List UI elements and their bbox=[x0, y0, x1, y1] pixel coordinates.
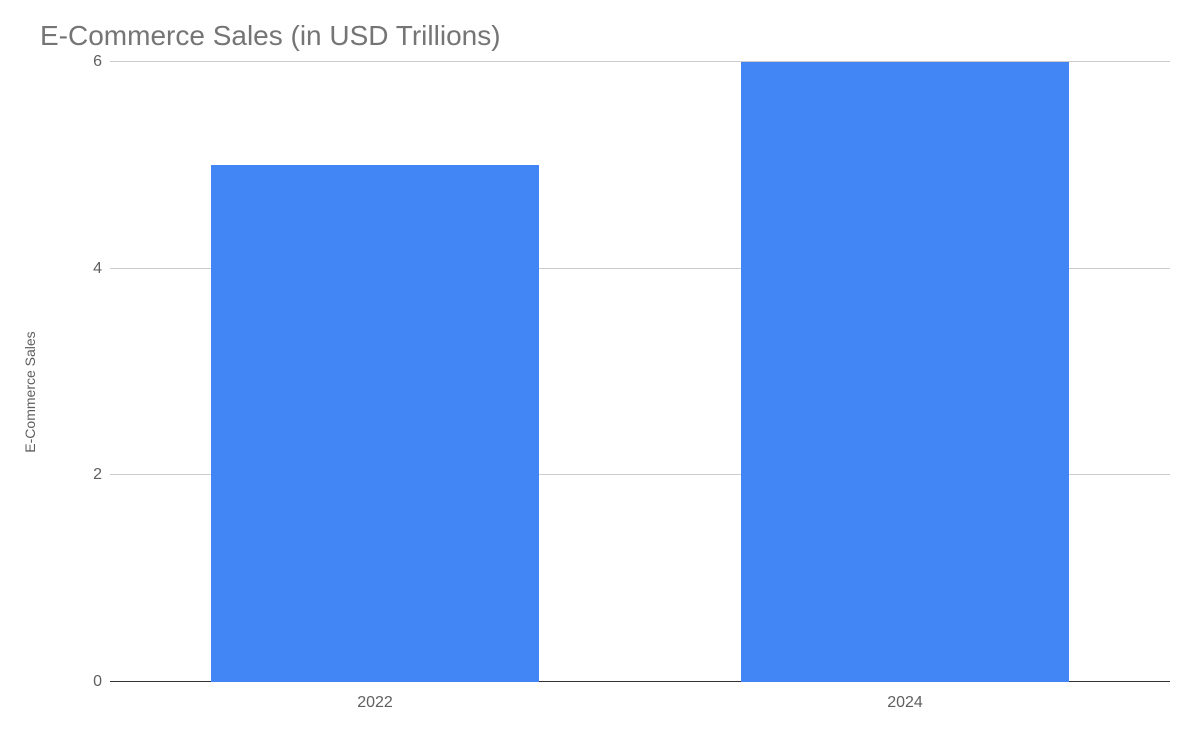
y-axis: 6 4 2 0 bbox=[40, 62, 110, 682]
bar-slot-2022 bbox=[110, 62, 640, 682]
chart-title: E-Commerce Sales (in USD Trillions) bbox=[40, 20, 1170, 52]
y-axis-label: E-Commerce Sales bbox=[22, 331, 38, 452]
x-label-2024: 2024 bbox=[640, 694, 1170, 712]
y-tick-6: 6 bbox=[93, 53, 102, 71]
bar-slot-2024 bbox=[640, 62, 1170, 682]
y-tick-0: 0 bbox=[93, 673, 102, 691]
chart-container: E-Commerce Sales (in USD Trillions) E-Co… bbox=[0, 0, 1200, 742]
chart-body: E-Commerce Sales 6 4 2 0 2022 2024 bbox=[40, 62, 1170, 722]
y-tick-4: 4 bbox=[93, 260, 102, 278]
y-tick-2: 2 bbox=[93, 466, 102, 484]
x-label-2022: 2022 bbox=[110, 694, 640, 712]
bar-2024 bbox=[741, 62, 1070, 682]
x-axis-labels: 2022 2024 bbox=[110, 694, 1170, 712]
bars-group bbox=[110, 62, 1170, 682]
bar-2022 bbox=[211, 165, 540, 682]
plot-area bbox=[110, 62, 1170, 682]
